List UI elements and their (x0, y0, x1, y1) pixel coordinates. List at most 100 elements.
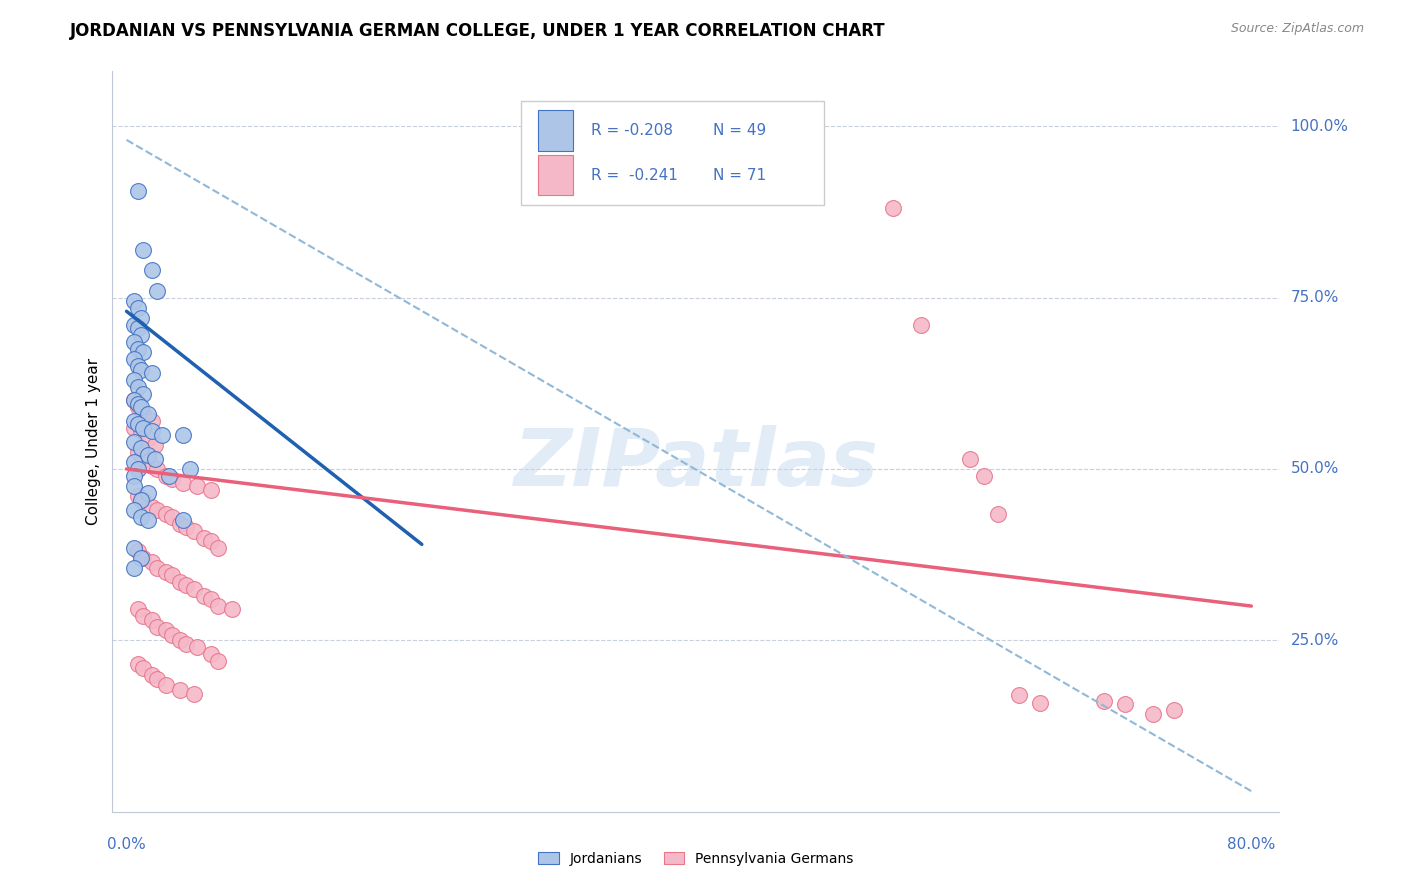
Text: 0.0%: 0.0% (107, 837, 146, 852)
Point (146, 284, 169, 298)
Point (122, 373, 145, 387)
Point (127, 544, 149, 558)
Point (132, 451, 155, 466)
Point (183, 582, 205, 596)
Point (1029, 697, 1052, 711)
Point (129, 401, 152, 415)
Point (136, 448, 159, 462)
Point (155, 468, 177, 483)
Point (1163, 703, 1185, 717)
Point (155, 507, 177, 521)
Point (172, 513, 194, 527)
Point (155, 678, 177, 692)
Text: R = -0.208: R = -0.208 (591, 123, 673, 138)
Point (155, 623, 177, 637)
Point (172, 475, 194, 490)
Point (1114, 697, 1136, 711)
Point (160, 568, 183, 582)
Point (136, 431, 159, 445)
Point (127, 321, 149, 335)
Point (122, 455, 145, 469)
Point (141, 414, 163, 428)
Point (959, 451, 981, 466)
Text: 100.0%: 100.0% (1291, 119, 1348, 134)
Text: JORDANIAN VS PENNSYLVANIA GERMAN COLLEGE, UNDER 1 YEAR CORRELATION CHART: JORDANIAN VS PENNSYLVANIA GERMAN COLLEGE… (70, 22, 886, 40)
Point (183, 524, 205, 538)
Point (127, 397, 149, 411)
Point (127, 489, 149, 503)
Point (174, 578, 197, 592)
Point (1142, 706, 1164, 721)
Point (174, 637, 197, 651)
Point (193, 589, 215, 603)
Point (132, 386, 155, 401)
Point (141, 263, 163, 277)
Point (127, 184, 149, 198)
Point (132, 551, 155, 566)
Point (127, 657, 149, 672)
Point (207, 599, 229, 613)
Point (132, 609, 155, 624)
Point (160, 510, 183, 524)
Point (136, 407, 159, 421)
Point (200, 647, 222, 661)
Point (122, 393, 145, 408)
Point (122, 503, 145, 517)
Point (127, 602, 149, 616)
Point (122, 352, 145, 367)
Point (127, 342, 149, 356)
Point (157, 468, 180, 483)
Point (141, 500, 163, 514)
Point (146, 503, 169, 517)
Point (132, 345, 155, 359)
Point (141, 667, 163, 681)
Point (122, 335, 145, 350)
Point (129, 362, 152, 376)
Point (122, 293, 145, 308)
Point (127, 359, 149, 373)
Point (129, 442, 152, 456)
Point (882, 202, 904, 216)
Point (910, 318, 932, 332)
Point (146, 561, 169, 575)
Point (141, 424, 163, 438)
Point (129, 510, 152, 524)
Point (122, 468, 145, 483)
Point (172, 427, 194, 442)
Point (129, 551, 152, 566)
Point (136, 486, 159, 500)
Point (193, 531, 215, 545)
Text: Source: ZipAtlas.com: Source: ZipAtlas.com (1230, 22, 1364, 36)
Text: ZIPatlas: ZIPatlas (513, 425, 879, 503)
Point (160, 472, 183, 486)
Point (200, 533, 222, 548)
Point (186, 479, 208, 493)
Bar (538, 154, 574, 195)
Point (127, 301, 149, 315)
Point (132, 492, 155, 507)
Point (141, 458, 163, 473)
Point (186, 640, 208, 655)
Point (160, 628, 183, 642)
Point (136, 513, 159, 527)
Text: 80.0%: 80.0% (1227, 837, 1275, 852)
Y-axis label: College, Under 1 year: College, Under 1 year (86, 358, 101, 525)
Point (169, 575, 191, 590)
Point (122, 421, 145, 435)
Point (127, 380, 149, 394)
Point (169, 682, 191, 697)
Point (1008, 688, 1031, 702)
Point (122, 318, 145, 332)
Point (122, 541, 145, 555)
Point (141, 366, 163, 380)
Point (129, 424, 152, 438)
Point (183, 687, 205, 701)
Point (127, 445, 149, 459)
Point (141, 613, 163, 627)
Point (127, 462, 149, 476)
Text: N = 71: N = 71 (713, 168, 766, 183)
Point (129, 311, 152, 326)
Point (122, 414, 145, 428)
Point (179, 462, 201, 476)
Point (132, 421, 155, 435)
